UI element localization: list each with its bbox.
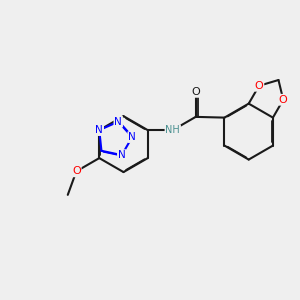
Text: O: O bbox=[279, 95, 288, 105]
Text: N: N bbox=[118, 150, 126, 160]
Text: NH: NH bbox=[165, 125, 180, 135]
Text: N: N bbox=[114, 117, 122, 127]
Text: O: O bbox=[191, 87, 200, 97]
Text: O: O bbox=[255, 81, 263, 91]
Text: N: N bbox=[128, 132, 136, 142]
Text: O: O bbox=[72, 166, 81, 176]
Text: N: N bbox=[95, 125, 103, 135]
